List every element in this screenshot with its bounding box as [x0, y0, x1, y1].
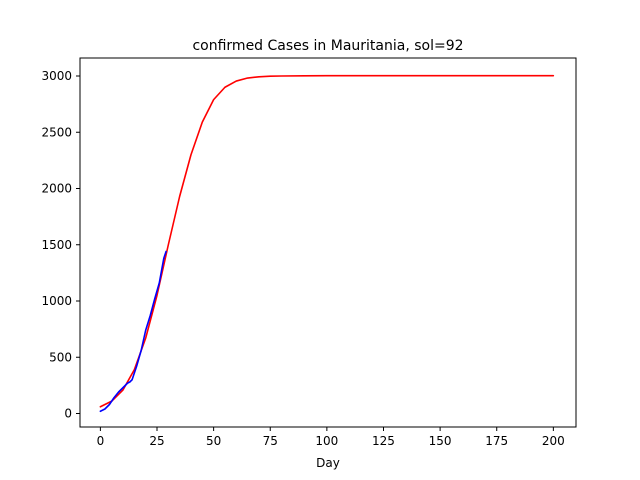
y-tick-label: 1000 [41, 294, 72, 308]
x-tick-label: 125 [372, 434, 395, 448]
plot-frame [79, 57, 577, 428]
observed-cases-line [99, 250, 167, 413]
x-tick-label: 50 [206, 434, 221, 448]
y-tick-label: 3000 [41, 69, 72, 83]
series-layer [99, 74, 555, 413]
x-tick-label: 200 [542, 434, 565, 448]
y-axis-ticks: 0 500 1000 1500 2000 2500 3000 [41, 69, 80, 421]
x-axis-label: Day [316, 456, 340, 470]
x-tick-label: 150 [429, 434, 452, 448]
y-tick-label: 500 [49, 350, 72, 364]
x-tick-label: 100 [315, 434, 338, 448]
chart-title: confirmed Cases in Mauritania, sol=92 [192, 38, 463, 54]
y-tick-label: 0 [64, 407, 72, 421]
x-tick-label: 25 [149, 434, 164, 448]
plot-area [80, 58, 576, 427]
x-tick-label: 175 [485, 434, 508, 448]
y-tick-label: 2000 [41, 182, 72, 196]
x-tick-label: 0 [97, 434, 105, 448]
x-tick-label: 75 [263, 434, 278, 448]
y-tick-label: 1500 [41, 238, 72, 252]
y-tick-label: 2500 [41, 125, 72, 139]
x-axis-ticks: 0 25 50 75 100 125 150 175 200 [97, 427, 565, 448]
